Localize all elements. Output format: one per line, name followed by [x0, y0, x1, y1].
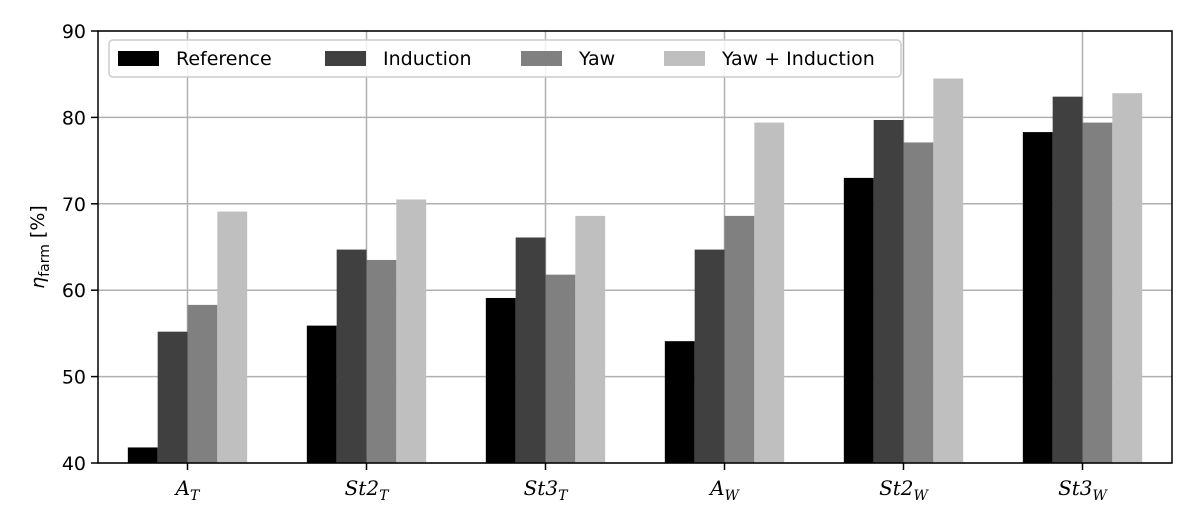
- bar-induction: [336, 249, 367, 463]
- legend-label-induction: Induction: [383, 48, 472, 70]
- y-tick-label: 60: [62, 280, 86, 302]
- bar-yaw-induction: [933, 78, 964, 464]
- bar-induction: [157, 331, 188, 463]
- bar-induction: [873, 119, 904, 463]
- legend-swatch-induction: [325, 51, 366, 66]
- bar-yaw: [903, 142, 934, 463]
- y-tick-label: 50: [62, 367, 86, 389]
- bar-induction: [1052, 96, 1083, 463]
- bar-yaw: [1082, 122, 1113, 464]
- legend-box: [108, 39, 902, 78]
- legend-swatch-reference: [118, 51, 159, 66]
- grid-lines: [98, 30, 1172, 464]
- plot-frame: [97, 30, 1173, 464]
- bar-yaw: [187, 304, 218, 463]
- bars: [127, 78, 1143, 464]
- bar-induction: [515, 237, 546, 463]
- bar-yaw: [366, 259, 397, 463]
- y-axis-ticks: 40 50 60 70 80 90: [62, 21, 98, 475]
- legend-label-reference: Reference: [176, 48, 272, 70]
- bar-yaw: [724, 215, 755, 463]
- y-tick-label: 90: [62, 21, 86, 43]
- x-tick-label: AT: [174, 476, 201, 504]
- bar-reference: [843, 177, 874, 463]
- x-tick-label: St2T: [345, 476, 390, 504]
- y-tick-label: 80: [62, 107, 86, 129]
- bar-reference: [306, 325, 337, 463]
- x-tick-label: AW: [708, 476, 740, 504]
- bar-yaw: [545, 274, 576, 463]
- x-tick-label: St2W: [879, 476, 929, 504]
- legend-label-yaw: Yaw: [578, 48, 615, 70]
- bar-yaw-induction: [575, 215, 606, 463]
- bar-reference: [664, 341, 695, 463]
- y-axis-label: ηfarm [%]: [27, 205, 53, 289]
- y-tick-label: 40: [62, 453, 86, 475]
- bar-reference: [127, 447, 158, 463]
- legend-swatch-yaw: [521, 51, 562, 66]
- bar-yaw-induction: [217, 211, 248, 463]
- bar-reference: [1022, 132, 1053, 463]
- x-tick-label: St3W: [1058, 476, 1108, 504]
- y-axis-label-text: ηfarm [%]: [27, 205, 53, 289]
- legend-swatch-yaw-induction: [664, 51, 705, 66]
- bar-yaw-induction: [1112, 93, 1143, 463]
- bar-yaw-induction: [754, 122, 785, 464]
- bar-reference: [485, 297, 516, 463]
- bar-yaw-induction: [396, 199, 427, 464]
- bar-induction: [694, 249, 725, 463]
- x-tick-label: St3T: [524, 476, 569, 504]
- legend-label-yaw-induction: Yaw + Induction: [721, 48, 875, 70]
- legend: Reference Induction Yaw Yaw + Induction: [108, 39, 902, 78]
- y-tick-label: 70: [62, 194, 86, 216]
- x-axis-ticks: AT St2T St3T AW St2W St3W: [174, 463, 1109, 504]
